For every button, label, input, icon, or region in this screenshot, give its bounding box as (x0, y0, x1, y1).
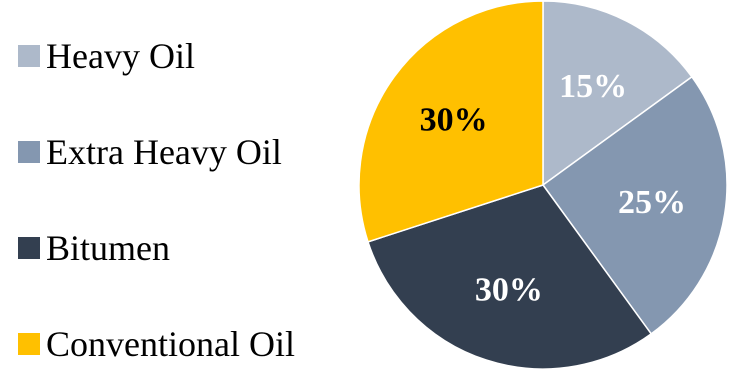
legend: Heavy Oil Extra Heavy Oil Bitumen Conventio… (18, 36, 295, 364)
slice-label-conventional-oil: 30% (420, 102, 488, 139)
pie-slice-bitumen (367, 184, 653, 370)
legend-item-conventional-oil: Conventional Oil (18, 324, 295, 364)
pie-slices (358, 0, 728, 370)
legend-swatch (18, 45, 40, 67)
legend-swatch (18, 333, 40, 355)
legend-label: Extra Heavy Oil (46, 132, 282, 172)
legend-item-bitumen: Bitumen (18, 228, 170, 268)
legend-item-heavy-oil: Heavy Oil (18, 36, 195, 76)
slice-label-heavy-oil: 15% (559, 68, 627, 105)
legend-label: Conventional Oil (46, 324, 295, 364)
pie-slice-extra-heavy-oil (541, 75, 728, 335)
legend-label: Bitumen (46, 228, 170, 268)
legend-swatch (18, 237, 40, 259)
slice-label-extra-heavy-oil: 25% (618, 184, 686, 221)
legend-swatch (18, 141, 40, 163)
slice-label-bitumen: 30% (475, 271, 543, 308)
pie-slice-conventional-oil (358, 0, 544, 243)
pie-slice-heavy-oil (542, 0, 693, 187)
legend-item-extra-heavy-oil: Extra Heavy Oil (18, 132, 282, 172)
slice-labels: 15% 25% 30% 30% (420, 68, 686, 308)
legend-label: Heavy Oil (46, 36, 195, 76)
